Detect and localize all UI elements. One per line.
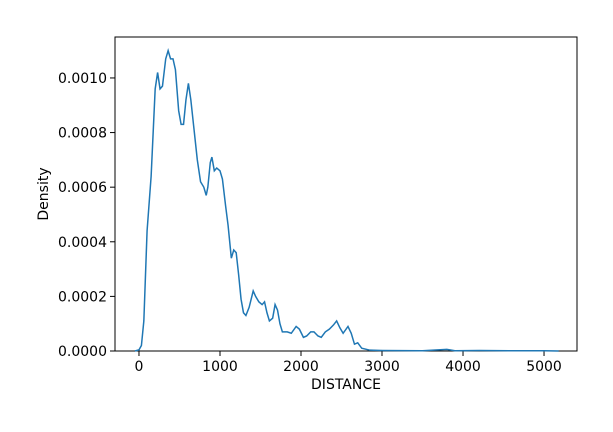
y-tick-label: 0.0000: [58, 344, 107, 360]
x-tick-label: 2000: [283, 359, 319, 375]
y-axis-label: Density: [36, 167, 52, 220]
x-tick-label: 1000: [202, 359, 238, 375]
y-tick-label: 0.0006: [58, 180, 107, 196]
plot-frame: [114, 36, 578, 352]
y-tick-label: 0.0004: [58, 235, 107, 251]
x-tick-label: 0: [135, 359, 144, 375]
x-tick-label: 5000: [526, 359, 562, 375]
x-tick-label: 3000: [364, 359, 400, 375]
y-tick-label: 0.0008: [58, 126, 107, 142]
x-axis-label: DISTANCE: [311, 377, 381, 393]
y-tick-label: 0.0002: [58, 289, 107, 305]
density-line: [134, 48, 559, 352]
x-tick-label: 4000: [445, 359, 481, 375]
y-tick-label: 0.0010: [58, 71, 107, 87]
